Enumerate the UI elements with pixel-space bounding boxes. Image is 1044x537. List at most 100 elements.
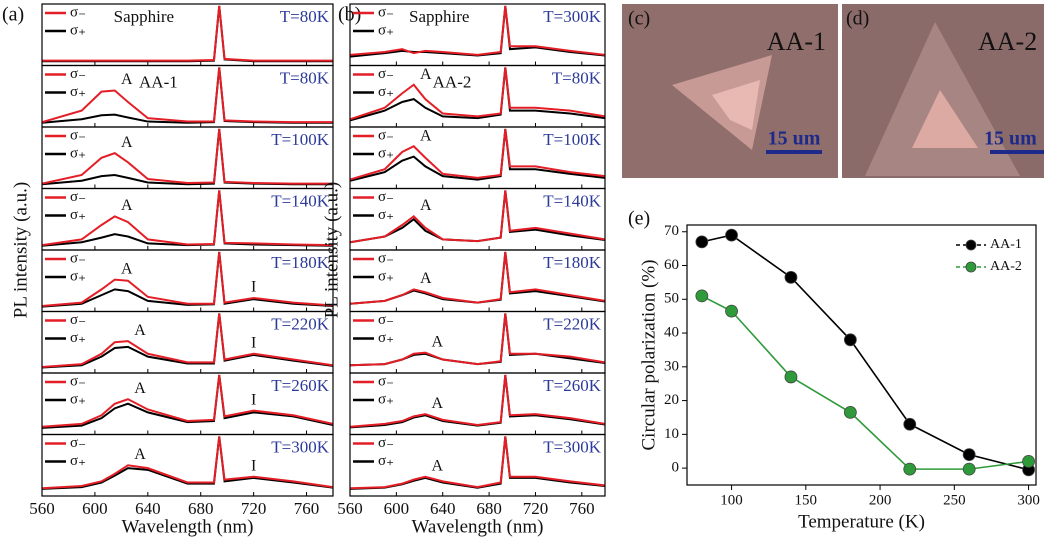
y-axis-label: Circular polarization (%): [638, 260, 659, 451]
y-tick-label: 50: [664, 291, 679, 307]
legend-label: σ₋: [70, 66, 86, 82]
spectrum: [350, 251, 605, 305]
legend-label: σ₊: [70, 22, 86, 38]
scale-bar-label: 15 um: [984, 128, 1037, 150]
y-axis-label: PL intensity (a.u.): [10, 182, 31, 319]
peak-label: A: [420, 128, 432, 145]
data-point: [903, 462, 917, 476]
temperature-label: T=260K: [271, 376, 329, 395]
y-axis-label: PL intensity (a.u.): [321, 182, 342, 319]
sample-label: AA-2: [433, 72, 472, 91]
spectrum: [42, 67, 333, 124]
temperature-label: T=100K: [271, 130, 329, 149]
series-line: [701, 234, 1029, 471]
legend-label: σ₋: [70, 250, 86, 266]
legend-label: σ₊: [378, 22, 394, 38]
data-point: [725, 304, 738, 318]
peak-label: A: [121, 260, 133, 277]
subplot-frame: [349, 433, 606, 497]
peak-label: A: [121, 134, 133, 151]
spectrum: [42, 436, 333, 490]
sample-label: AA-1: [139, 72, 178, 91]
x-tick-label: 150: [795, 492, 818, 508]
spectrum: [42, 251, 333, 308]
data-point: [962, 462, 976, 476]
spectrum: [350, 436, 605, 490]
peak-label: I: [251, 457, 256, 474]
peak-label: A: [121, 197, 133, 214]
peak-label: A: [420, 270, 432, 287]
spectrum: [350, 313, 605, 367]
legend-label: σ₊: [378, 145, 394, 161]
legend-label: σ₊: [378, 84, 394, 100]
legend-label: σ₊: [378, 207, 394, 223]
x-tick-label: 200: [869, 492, 892, 508]
legend-label: σ₋: [70, 189, 86, 205]
legend-label: σ₊: [378, 453, 394, 469]
micrograph-d: (d) AA-2 15 um: [842, 4, 1044, 178]
temperature-label: T=80K: [280, 7, 330, 26]
image-sample: AA-2: [978, 27, 1037, 56]
image-label: (c): [628, 8, 650, 30]
legend-label: σ₋: [378, 373, 394, 389]
legend-label: σ₋: [70, 373, 86, 389]
spectrum: [42, 313, 333, 369]
y-tick-label: 10: [664, 426, 679, 442]
legend-label: AA-1: [990, 237, 1022, 252]
y-tick-label: 70: [664, 223, 679, 239]
legend-label: σ₋: [378, 127, 394, 143]
temperature-label: T=300K: [543, 437, 601, 456]
x-tick-label: 720: [241, 499, 267, 518]
temperature-label: T=140K: [543, 191, 601, 210]
temperature-label: T=80K: [280, 68, 330, 87]
temperature-label: T=300K: [543, 7, 601, 26]
temperature-label: T=180K: [543, 253, 601, 272]
x-tick-label: 680: [476, 499, 502, 518]
peak-label: I: [251, 334, 256, 351]
spectrum: [350, 67, 605, 122]
spectrum: [42, 251, 333, 308]
x-tick-label: 640: [430, 499, 456, 518]
peak-label: I: [251, 279, 256, 296]
x-tick-label: 100: [720, 492, 743, 508]
data-point: [843, 333, 857, 347]
x-tick-label: 600: [82, 499, 108, 518]
x-axis-label: Wavelength (nm): [122, 516, 254, 537]
y-tick-label: 30: [664, 358, 679, 374]
data-point: [695, 235, 709, 249]
legend-label: σ₋: [70, 435, 86, 451]
temperature-label: T=180K: [271, 253, 329, 272]
temperature-label: T=220K: [271, 314, 329, 333]
y-tick-label: 0: [672, 460, 680, 476]
y-tick-label: 20: [664, 392, 679, 408]
legend-label: σ₋: [378, 4, 394, 20]
legend-label: σ₋: [378, 435, 394, 451]
peak-label: A: [121, 71, 133, 88]
x-axis-label: Wavelength (nm): [412, 516, 544, 537]
spectrum: [350, 374, 605, 428]
legend-marker: [965, 261, 977, 273]
peak-label: I: [251, 391, 256, 408]
data-point: [843, 406, 857, 419]
spectrum: [42, 374, 333, 429]
spectrum: [350, 190, 605, 244]
temperature-label: T=300K: [271, 437, 329, 456]
data-point: [962, 448, 976, 462]
scale-bar-label: 15 um: [768, 128, 821, 150]
x-tick-label: 300: [1017, 492, 1040, 508]
x-tick-label: 250: [943, 492, 966, 508]
legend-label: σ₋: [70, 312, 86, 328]
sample-label: Sapphire: [409, 7, 469, 26]
spectrum: [350, 5, 605, 56]
panel-label: (e): [628, 208, 650, 230]
x-tick-label: 560: [29, 499, 55, 518]
x-tick-label: 600: [384, 499, 410, 518]
spectrum: [42, 190, 333, 247]
x-tick-label: 680: [188, 499, 214, 518]
flake-core: [712, 80, 760, 130]
series-line: [701, 295, 1029, 470]
legend-marker: [965, 239, 977, 251]
panel-label: (a): [2, 4, 24, 26]
x-tick-label: 760: [569, 499, 595, 518]
